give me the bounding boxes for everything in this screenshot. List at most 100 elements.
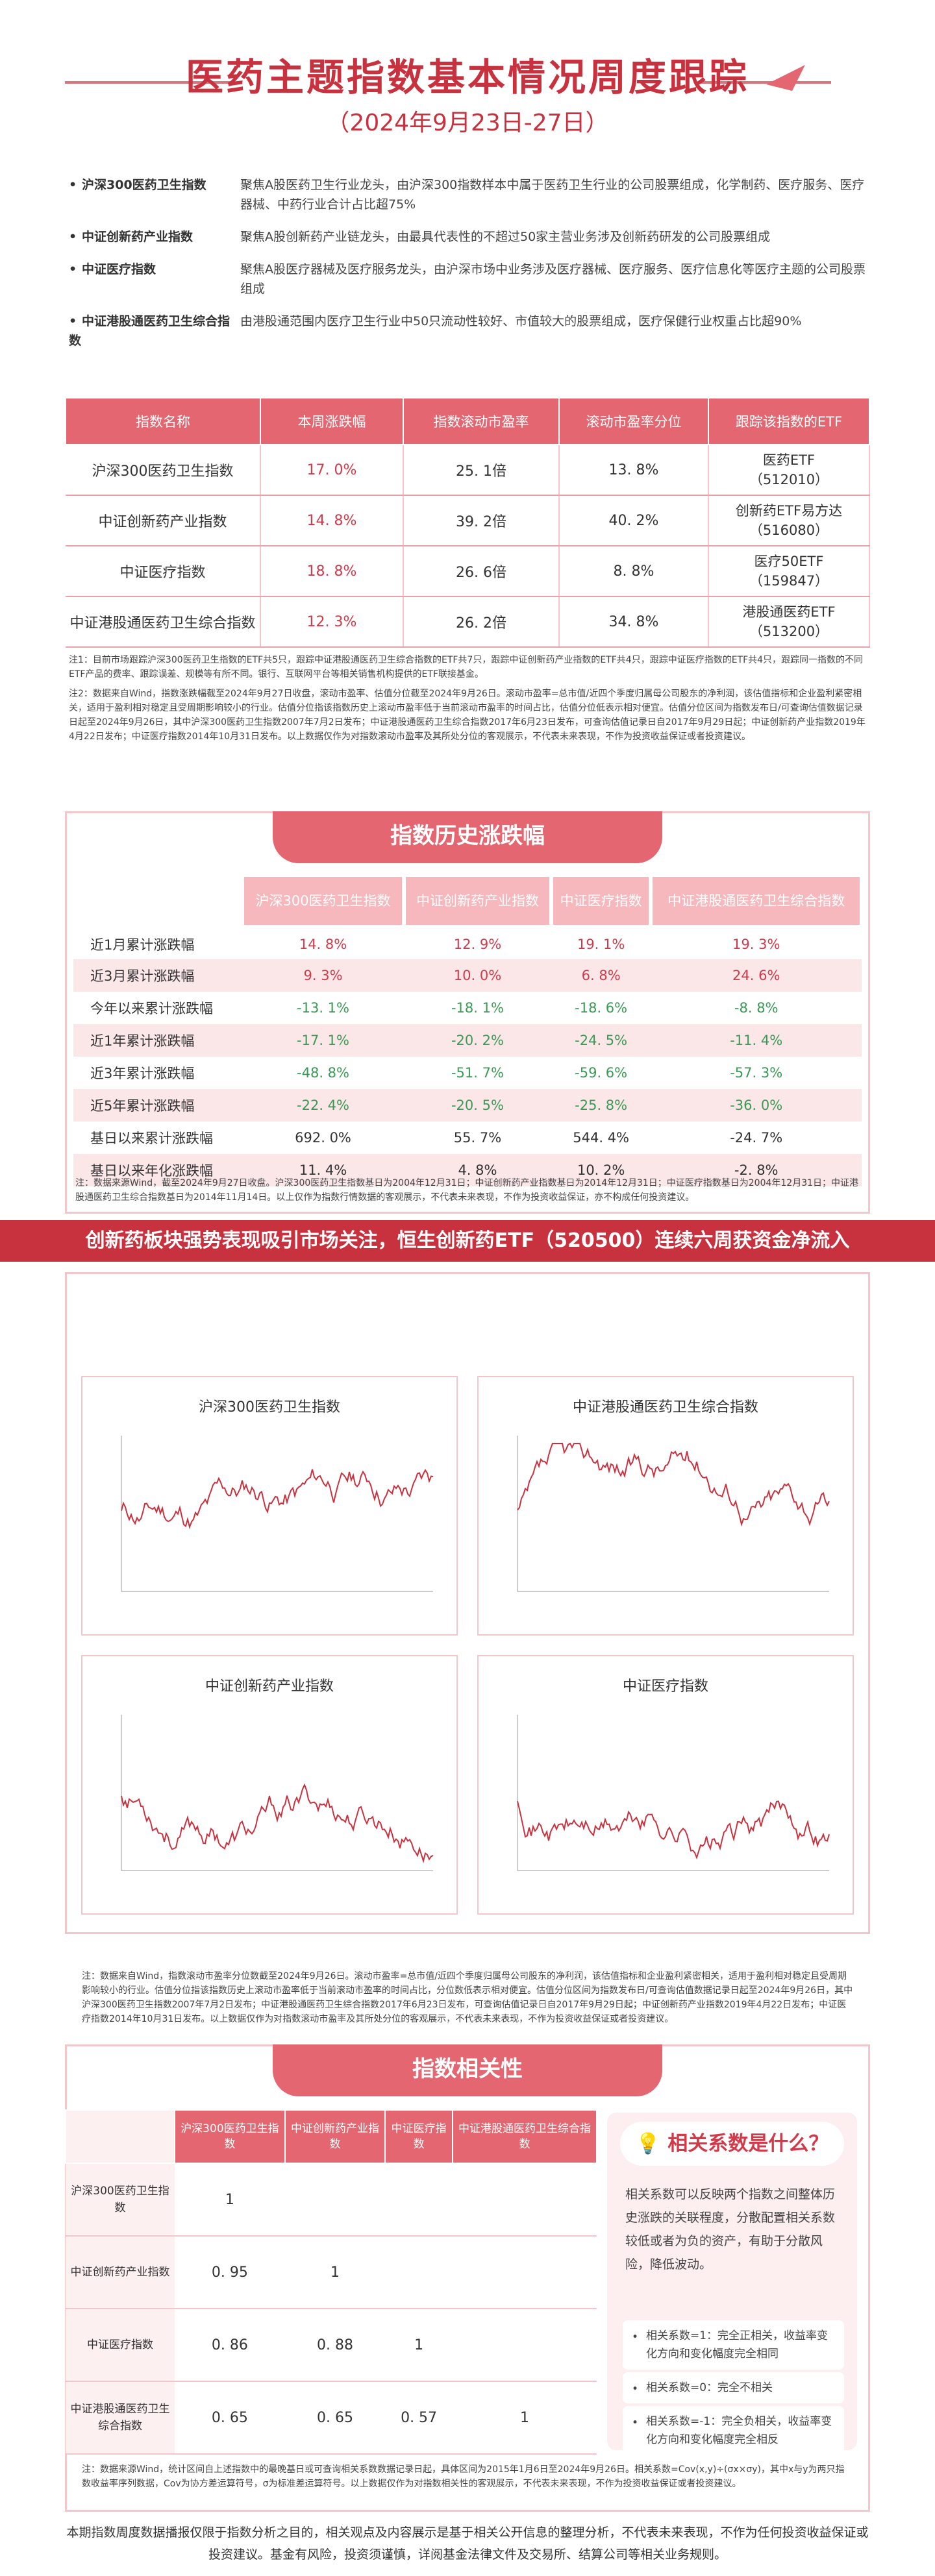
row-label: 基日以来年化涨跌幅 [73,1154,242,1186]
cell: 0. 65 [284,2381,386,2455]
news-banner[interactable]: 创新药板块强势表现吸引市场关注，恒生创新药ETF（520500）连续六周获资金净… [0,1220,935,1262]
cell: -51. 7% [451,1065,504,1081]
page-subtitle: （2024年9月23日-27日） [326,110,609,136]
explainer-item-text: 相关系数=-1：完全负相关，收益率变化方向和变化幅度完全相反 [646,2415,832,2446]
explainer-item: • 相关系数=1：完全正相关，收益率变化方向和变化幅度完全相同 [623,2320,844,2370]
bullet-icon: • [632,2331,639,2344]
row-label: 近3年累计涨跌幅 [90,1066,195,1081]
cell: -24. 5% [551,1024,651,1057]
table-row: 中证创新药产业指数 0. 95 1 [66,2236,597,2309]
pe-chart-hk-health [517,1436,830,1592]
intro-name: 中证港股通医药卫生综合指数 [69,314,231,348]
table-row: 近1年累计涨跌幅 -17. 1% -20. 2% -24. 5% -11. 4% [73,1024,862,1057]
etf-name: 创新药ETF易方达 [735,503,843,519]
etf-cell: 医药ETF （512010） [708,445,870,496]
intro-desc: 聚焦A股医药卫生行业龙头，由沪深300指数样本中属于医药卫生行业的公司股票组成，… [240,178,865,212]
table-row: 近1月累计涨跌幅 14. 8% 12. 9% 19. 1% 19. 3% [73,927,862,959]
report-header: 医药主题指数基本情况周度跟踪 （2024年9月23日-27日） [0,0,935,156]
weekly-change: 12. 3% [260,596,404,648]
cell: 1 [175,2163,285,2237]
cell: 0. 65 [175,2381,285,2455]
chart-axis [121,1436,433,1592]
chart-panel: 沪深300医药卫生指数 [81,1376,458,1636]
etf-code: （513200） [749,624,829,639]
weekly-table-section: 指数名称 本周涨跌幅 指数滚动市盈率 滚动市盈率分位 跟踪该指数的ETF 沪深3… [65,397,870,746]
cell: -8. 8% [734,1000,779,1016]
cell: -17. 1% [242,1024,405,1057]
cell: -11. 4% [651,1024,862,1057]
bullet-icon: • [632,2416,639,2429]
table-row: 近3年累计涨跌幅 -48. 8% -51. 7% -59. 6% -57. 3% [73,1057,862,1089]
cell: 0. 95 [175,2236,285,2309]
index-name: 中证创新药产业指数 [66,495,261,546]
cell: 1 [385,2309,453,2382]
cell: -48. 8% [297,1065,349,1081]
table-row: 今年以来累计涨跌幅 -13. 1% -18. 1% -18. 6% -8. 8% [73,992,862,1024]
charts-note: 注：数据来自Wind，指数滚动市盈率分位数截至2024年9月26日。滚动市盈率=… [82,1971,853,2024]
etf-name: 医药ETF [762,452,816,468]
cell: -36. 0% [651,1089,862,1122]
bullet-icon: • [69,262,77,276]
cell: 0. 57 [385,2381,453,2455]
table-note: 注1：目前市场跟踪沪深300医药卫生指数的ETF共5只，跟踪中证港股通医药卫生综… [69,655,864,680]
etf-code: （512010） [749,472,829,487]
bullet-icon: • [69,314,77,328]
cell: -25. 8% [551,1089,651,1122]
cell [452,2163,597,2237]
index-name: 中证医疗指数 [66,546,261,597]
etf-cell: 医疗50ETF （159847） [708,546,870,597]
cell: -22. 4% [242,1089,405,1122]
bullet-icon: • [69,178,77,192]
row-label: 中证创新药产业指数 [66,2236,175,2309]
cell: 9. 3% [242,959,405,992]
blank-header [65,2109,175,2164]
blank-header [71,873,244,929]
chart-title: 中证港股通医药卫生综合指数 [572,1399,758,1416]
cell [284,2163,386,2237]
col-header: 中证港股通医药卫生综合指数 [451,2109,598,2164]
table-row: 中证创新药产业指数 14. 8% 39. 2倍 40. 2% 创新药ETF易方达… [66,495,870,546]
row-label: 近3月累计涨跌幅 [73,959,242,992]
cell: 24. 6% [651,959,862,992]
etf-cell: 港股通医药ETF （513200） [708,596,870,648]
row-label: 近1月累计涨跌幅 [90,937,195,953]
cell [452,2236,597,2309]
pe-percentile-line [517,1800,830,1859]
intro-name: 中证创新药产业指数 [82,230,193,244]
cell: -18. 6% [575,1000,628,1016]
cell: -13. 1% [297,1000,349,1016]
cell [385,2163,453,2237]
correlation-explainer: 💡 相关系数是什么？ 相关系数可以反映两个指数之间整体历史涨跌的关联程度，分散配… [607,2113,857,2455]
cell: 12. 9% [453,936,502,952]
col-header: 中证港股通医药卫生综合指数 [649,873,864,929]
weekly-change: 18. 8% [260,546,404,597]
table-row: 沪深300医药卫生指数 17. 0% 25. 1倍 13. 8% 医药ETF （5… [66,445,870,496]
etf-name: 医疗50ETF [754,554,824,569]
pe-percentile: 8. 8% [559,546,709,597]
bullet-icon: • [69,230,77,244]
table-row: 中证港股通医药卫生综合指数 12. 3% 26. 2倍 34. 8% 港股通医药… [66,596,870,648]
page-title: 医药主题指数基本情况周度跟踪 [185,55,749,99]
table-row: 近5年累计涨跌幅 -22. 4% -20. 5% -25. 8% -36. 0% [73,1089,862,1122]
col-header: 中证医疗指数 [384,2109,453,2164]
bullet-icon: • [632,2383,639,2396]
table-row: 沪深300医药卫生指数 1 [66,2163,597,2237]
explainer-item-text: 相关系数=0：完全不相关 [646,2381,773,2394]
chart-title: 中证创新药产业指数 [205,1678,334,1695]
row-label: 中证医疗指数 [66,2309,175,2382]
intro-desc: 聚焦A股医疗器械及医疗服务龙头，由沪深市场中业务涉及医疗器械、医疗服务、医疗信息… [240,262,866,296]
history-title: 指数历史涨跌幅 [273,811,662,863]
pe-percentile: 34. 8% [559,596,709,648]
cell: 0. 88 [284,2309,386,2382]
cell: 1 [284,2236,386,2309]
intro-name: 中证医疗指数 [82,262,156,276]
header-line-left [65,81,234,84]
col-header: 中证创新药产业指数 [284,2109,386,2164]
table-note: 注2：数据来自Wind，指数涨跌幅截至2024年9月27日收盘，滚动市盈率、估值… [69,689,866,742]
chart-panel: 中证医疗指数 [477,1655,854,1915]
cell: 692. 0% [295,1130,351,1146]
cell: 14. 8% [299,936,347,952]
etf-name: 港股通医药ETF [742,604,836,620]
lightbulb-icon: 💡 [635,2132,668,2155]
table-row: 中证医疗指数 18. 8% 26. 6倍 8. 8% 医疗50ETF （15984… [66,546,870,597]
